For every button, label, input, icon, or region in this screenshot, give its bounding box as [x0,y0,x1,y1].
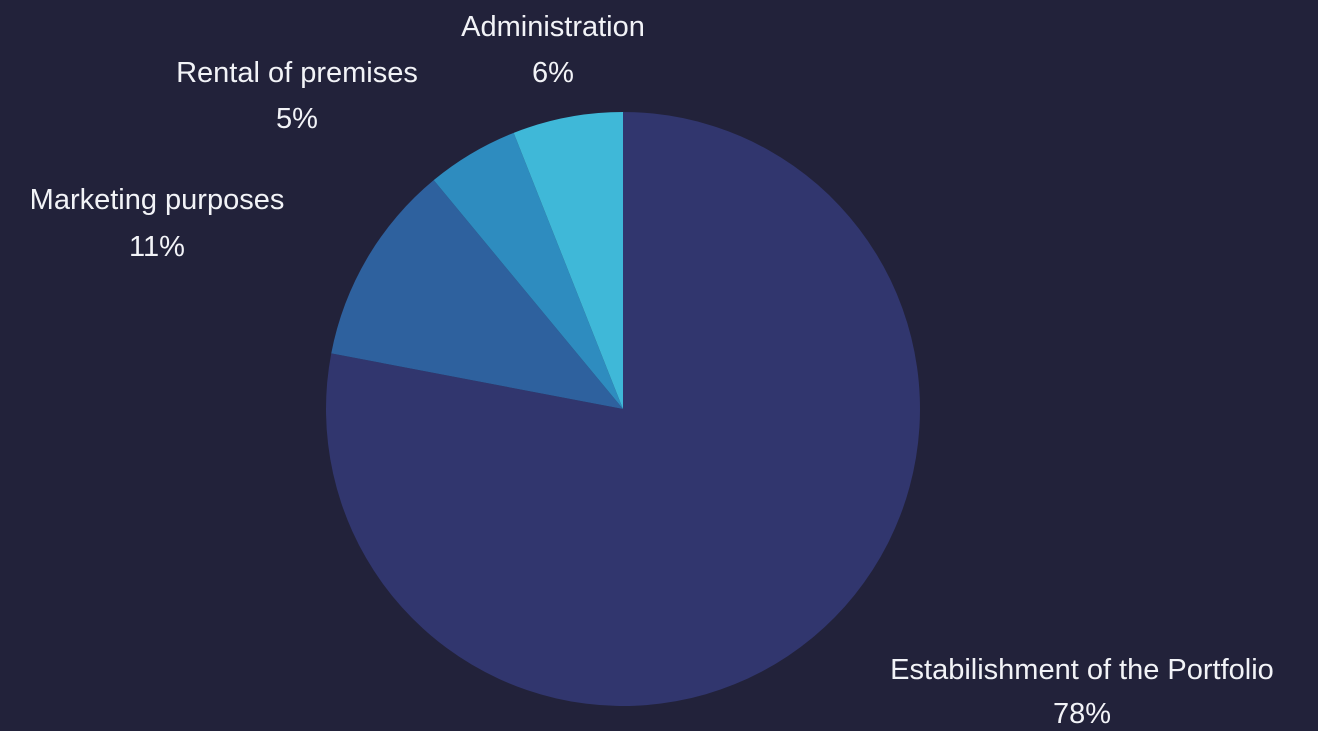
pie-slice-marketing [331,180,623,409]
slice-value-marketing: 11% [129,231,185,263]
slice-label-estabilishment: Estabilishment of the Portfolio [890,654,1274,686]
pie-slice-estabilishment [325,112,920,706]
pie-slices [325,112,920,706]
pie-slice-administration [513,112,623,409]
slice-value-rental: 5% [276,103,318,135]
pie-slice-rental [433,132,623,410]
slice-label-rental: Rental of premises [176,57,418,89]
slice-value-estabilishment: 78% [1053,698,1111,730]
pie-labels: Estabilishment of the Portfolio 78% Mark… [30,11,1274,730]
slice-label-administration: Administration [461,11,645,43]
slice-label-marketing: Marketing purposes [30,184,285,216]
slice-value-administration: 6% [532,57,574,89]
